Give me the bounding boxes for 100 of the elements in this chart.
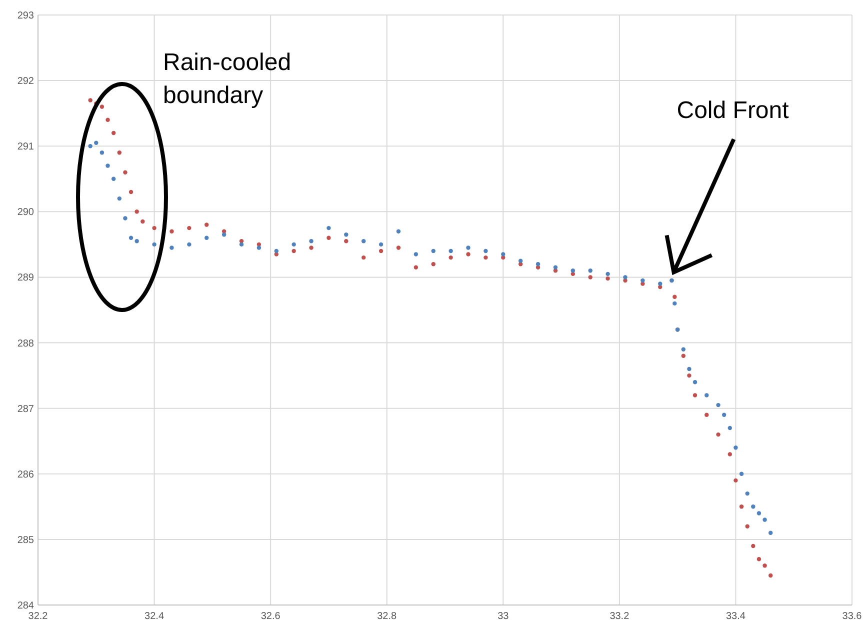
point [292,242,296,247]
point [570,268,576,273]
y-tick-label: 291 [17,142,34,153]
point [762,518,767,522]
point [239,242,244,247]
point [111,130,116,136]
point [378,242,384,247]
point [751,544,756,548]
point [466,252,470,256]
point [745,491,750,496]
point [756,557,762,562]
point [292,248,296,254]
y-tick-label: 292 [17,76,34,88]
point [658,282,662,286]
point [716,432,720,437]
point [361,239,366,244]
point [326,236,331,240]
y-tick-label: 286 [17,469,34,480]
point [448,248,453,254]
y-tick-label: 290 [17,207,34,218]
point [739,472,744,476]
point [361,255,366,260]
point [745,524,750,528]
point [518,258,523,263]
point [716,402,720,408]
point [378,248,384,254]
y-tick-label: 289 [17,272,34,284]
point [140,219,145,224]
point [768,530,773,535]
x-tick-label: 33.2 [610,611,630,622]
point [134,210,139,214]
point [222,232,226,237]
annotation: Rain-cooled boundary [163,49,292,109]
point [100,150,104,155]
x-tick-label: 33 [498,611,510,622]
x-tick-label: 32.8 [377,611,398,622]
point [704,412,709,417]
point [734,478,738,483]
point [588,275,592,280]
point [100,104,104,109]
point [762,564,767,568]
point [309,246,314,250]
point [448,255,453,260]
y-tick-label: 288 [17,338,34,350]
point [414,252,418,256]
point [606,272,610,276]
point [692,380,698,384]
point [117,150,122,155]
point [170,246,174,250]
point [88,144,92,148]
point [692,393,698,398]
point [309,239,314,244]
point [728,426,732,430]
point [681,347,686,352]
point [722,412,726,417]
point [204,236,209,240]
point [739,504,744,509]
point [672,301,677,306]
y-tick-label: 285 [17,534,34,546]
point [623,275,628,280]
point [756,511,762,516]
x-tick-label: 32.4 [144,611,164,622]
point [128,236,134,240]
point [414,265,418,270]
point [687,373,692,378]
point [553,265,558,270]
point [94,140,98,145]
point [123,170,128,174]
point [128,190,134,194]
point [431,262,436,266]
point [256,246,262,250]
point [111,176,116,181]
point [106,118,110,122]
point [484,248,488,254]
point [344,232,348,237]
x-tick-label: 33.4 [726,611,746,622]
point [152,242,156,247]
x-tick-label: 32.2 [28,611,48,622]
point [640,278,645,283]
point [187,242,192,247]
point [728,452,732,456]
point [704,393,709,398]
point [687,366,692,372]
annotation: Cold Front [676,97,790,124]
y-tick-label: 293 [17,10,34,22]
point [134,239,139,244]
point [606,276,610,281]
point [396,246,401,250]
point [431,248,436,254]
point [484,255,488,260]
point [123,216,128,220]
point [274,248,278,254]
point [170,229,174,234]
point [106,164,110,168]
point [501,252,506,256]
point [672,294,677,299]
x-tick-label: 32.6 [260,611,281,622]
y-tick-label: 284 [17,600,34,612]
point [396,229,401,234]
point [204,222,209,227]
